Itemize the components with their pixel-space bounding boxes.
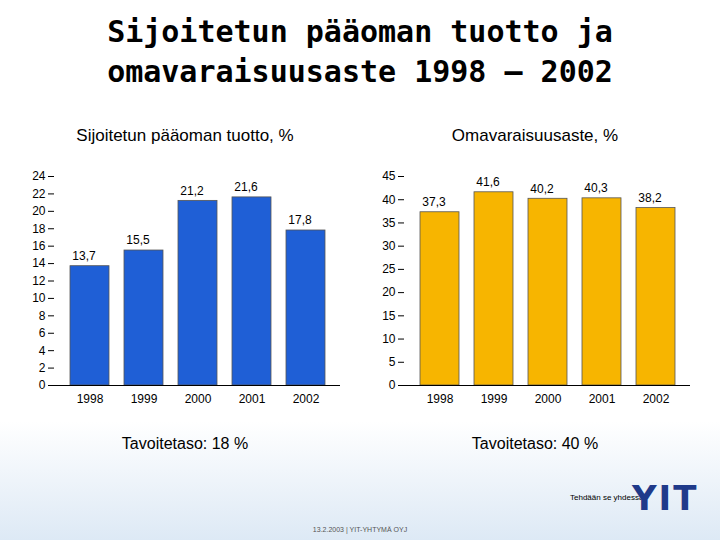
svg-text:5: 5: [389, 355, 396, 369]
svg-text:21,6: 21,6: [234, 180, 258, 194]
svg-text:1999: 1999: [481, 392, 508, 406]
svg-text:2001: 2001: [239, 392, 266, 406]
svg-text:4: 4: [39, 344, 46, 358]
svg-text:18: 18: [32, 222, 46, 236]
svg-text:13,7: 13,7: [72, 249, 96, 263]
svg-text:1998: 1998: [77, 392, 104, 406]
svg-text:35: 35: [382, 216, 396, 230]
svg-text:0: 0: [39, 378, 46, 392]
svg-text:16: 16: [32, 239, 46, 253]
svg-text:40,3: 40,3: [584, 181, 608, 195]
html-text:Sijoitetun pääoman tuotto ja: Sijoitetun pääoman tuotto ja: [107, 14, 613, 49]
svg-text:30: 30: [382, 239, 396, 253]
svg-text:1999: 1999: [131, 392, 158, 406]
html-text:13.2.2003 | YIT-YHTYMÄ OYJ: 13.2.2003 | YIT-YHTYMÄ OYJ: [312, 526, 408, 533]
html-text:Omavaraisuusaste, %: Omavaraisuusaste, %: [451, 126, 619, 145]
svg-text:2: 2: [39, 361, 46, 375]
svg-text:25: 25: [382, 262, 396, 276]
svg-text:45: 45: [382, 169, 396, 183]
svg-text:15,5: 15,5: [126, 233, 150, 247]
svg-text:2000: 2000: [535, 392, 562, 406]
svg-text:10: 10: [382, 332, 396, 346]
svg-text:0: 0: [389, 378, 396, 392]
svg-text:41,6: 41,6: [476, 175, 500, 189]
svg-text:2002: 2002: [643, 392, 670, 406]
html-text:Tavoitetaso: 18 %: Tavoitetaso: 18 %: [121, 435, 249, 452]
svg-text:12: 12: [32, 274, 46, 288]
svg-text:15: 15: [382, 309, 396, 323]
svg-text:37,3: 37,3: [422, 195, 446, 209]
svg-text:14: 14: [32, 256, 46, 270]
svg-text:8: 8: [39, 309, 46, 323]
html-text:YIT: YIT: [632, 478, 699, 518]
html-text:omavaraisuusaste 1998 – 2002: omavaraisuusaste 1998 – 2002: [107, 54, 613, 89]
svg-text:40,2: 40,2: [530, 182, 554, 196]
svg-text:21,2: 21,2: [180, 184, 204, 198]
html-text:Sijoitetun pääoman tuotto, %: Sijoitetun pääoman tuotto, %: [76, 126, 294, 145]
svg-text:38,2: 38,2: [638, 191, 662, 205]
html-text:Tavoitetaso: 40 %: Tavoitetaso: 40 %: [471, 435, 599, 452]
svg-text:20: 20: [382, 285, 396, 299]
html-text:Tehdään se yhdessä: Tehdään se yhdessä: [570, 493, 644, 502]
svg-text:1998: 1998: [427, 392, 454, 406]
svg-text:24: 24: [32, 169, 46, 183]
svg-text:2002: 2002: [293, 392, 320, 406]
svg-text:40: 40: [382, 193, 396, 207]
svg-text:2001: 2001: [589, 392, 616, 406]
svg-text:20: 20: [32, 204, 46, 218]
svg-text:6: 6: [39, 326, 46, 340]
svg-text:10: 10: [32, 291, 46, 305]
svg-text:17,8: 17,8: [288, 213, 312, 227]
svg-text:2000: 2000: [185, 392, 212, 406]
svg-text:22: 22: [32, 187, 46, 201]
